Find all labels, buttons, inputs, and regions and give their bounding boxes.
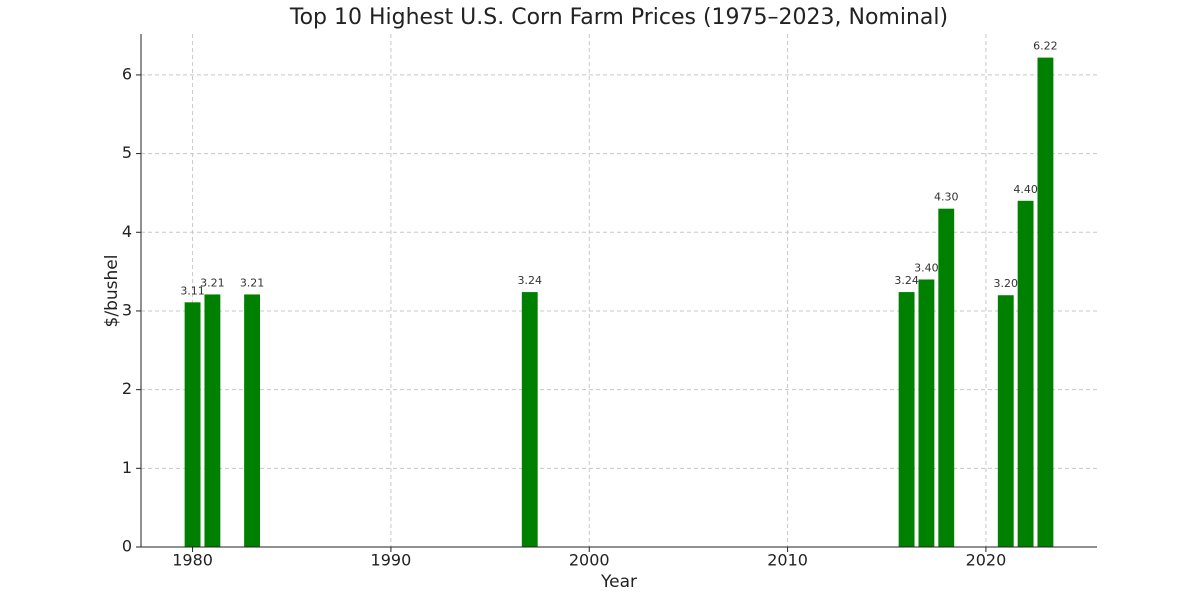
value-label: 3.40 xyxy=(914,261,939,274)
y-tick-label: 6 xyxy=(122,64,132,83)
bar xyxy=(918,279,935,547)
y-tick-label: 0 xyxy=(122,537,132,556)
x-tick-label: 2020 xyxy=(966,551,1007,570)
bar xyxy=(1017,200,1034,547)
x-tick-label: 2010 xyxy=(767,551,808,570)
y-tick-label: 3 xyxy=(122,300,132,319)
bar xyxy=(204,294,221,547)
x-axis-label: Year xyxy=(600,572,637,592)
y-tick-label: 5 xyxy=(122,143,132,162)
value-label: 3.21 xyxy=(240,276,265,289)
chart-title: Top 10 Highest U.S. Corn Farm Prices (19… xyxy=(289,5,948,30)
x-tick-label: 1980 xyxy=(172,551,213,570)
value-label: 6.22 xyxy=(1033,40,1058,53)
bar xyxy=(184,302,201,547)
bar xyxy=(521,292,538,547)
y-tick-label: 2 xyxy=(122,379,132,398)
value-label: 3.24 xyxy=(894,274,919,287)
value-label: 4.40 xyxy=(1013,183,1038,196)
bar xyxy=(244,294,261,547)
x-tick-label: 1990 xyxy=(371,551,412,570)
y-axis-label: $/bushel xyxy=(102,255,122,328)
y-tick-label: 1 xyxy=(122,458,132,477)
value-label: 4.30 xyxy=(934,191,959,204)
value-label: 3.24 xyxy=(517,274,542,287)
bar xyxy=(938,208,955,547)
y-tick-label: 4 xyxy=(122,222,132,241)
value-label: 3.20 xyxy=(994,277,1019,290)
bar xyxy=(898,292,915,547)
value-label: 3.21 xyxy=(200,276,225,289)
bar xyxy=(1037,57,1054,547)
bar xyxy=(997,295,1014,547)
x-tick-label: 2000 xyxy=(569,551,610,570)
value-label: 3.11 xyxy=(180,284,205,297)
